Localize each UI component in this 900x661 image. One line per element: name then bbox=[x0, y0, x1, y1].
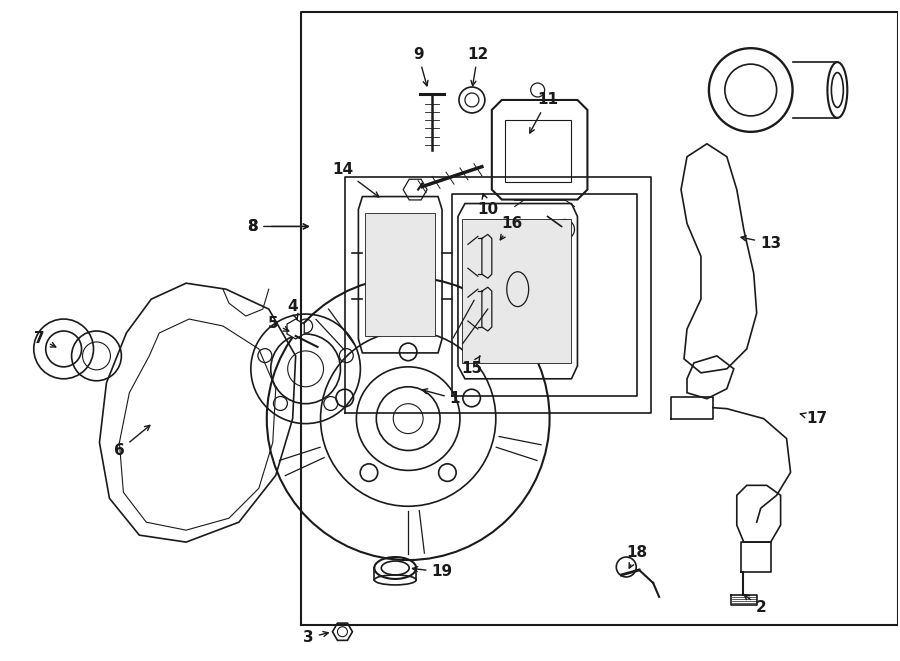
Text: 12: 12 bbox=[467, 47, 489, 86]
Text: 4: 4 bbox=[287, 299, 298, 319]
Text: 14: 14 bbox=[332, 162, 379, 197]
Text: 2: 2 bbox=[744, 595, 766, 615]
Text: 7: 7 bbox=[34, 331, 56, 347]
Text: 13: 13 bbox=[741, 236, 781, 251]
Text: 3: 3 bbox=[303, 630, 328, 645]
Text: 8: 8 bbox=[248, 219, 308, 234]
Polygon shape bbox=[332, 623, 353, 641]
Text: 17: 17 bbox=[800, 411, 827, 426]
Text: 9: 9 bbox=[413, 47, 428, 86]
Text: 15: 15 bbox=[462, 356, 482, 376]
Polygon shape bbox=[403, 179, 427, 200]
Text: 18: 18 bbox=[626, 545, 648, 568]
Text: 19: 19 bbox=[412, 564, 453, 580]
Text: 11: 11 bbox=[530, 93, 558, 133]
Text: 10: 10 bbox=[477, 194, 499, 217]
Text: 5: 5 bbox=[267, 315, 289, 331]
Text: 1: 1 bbox=[422, 389, 460, 407]
Text: 6: 6 bbox=[114, 426, 150, 458]
Polygon shape bbox=[462, 219, 572, 363]
Text: 16: 16 bbox=[500, 216, 522, 240]
Text: 8: 8 bbox=[248, 219, 258, 234]
Polygon shape bbox=[365, 214, 435, 336]
Polygon shape bbox=[287, 319, 304, 339]
